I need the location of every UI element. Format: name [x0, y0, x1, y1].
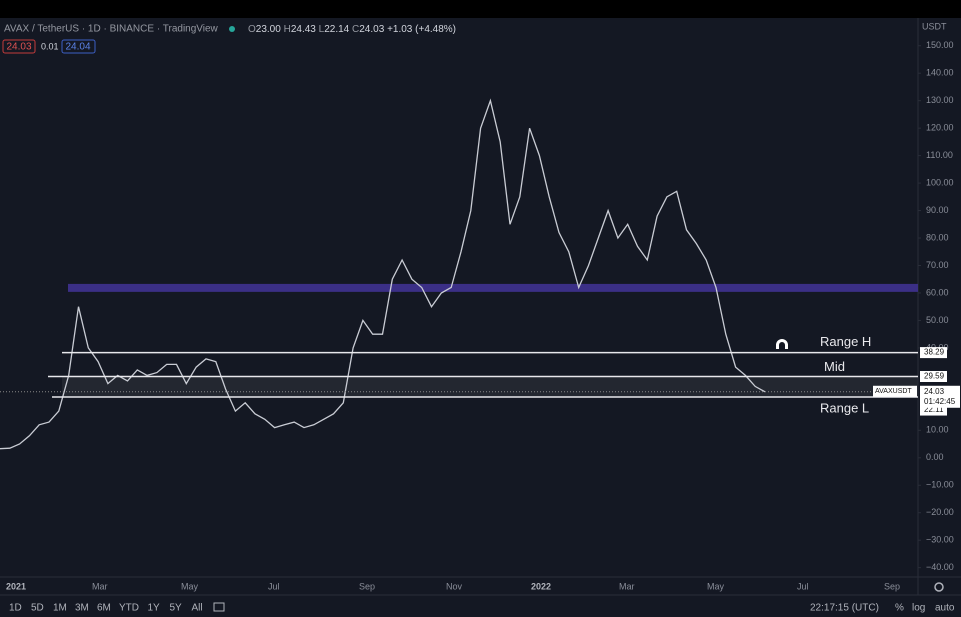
x-tick-label: Sep: [884, 581, 900, 591]
y-tick-label: 50.00: [926, 315, 949, 325]
x-tick-label: May: [181, 581, 199, 591]
range-button[interactable]: 1D: [9, 603, 22, 614]
y-tick-label: 60.00: [926, 287, 949, 297]
auto[interactable]: auto: [935, 603, 955, 614]
low: 22.14: [324, 24, 349, 35]
bid-box[interactable]: [2, 39, 36, 54]
x-tick-label: May: [707, 581, 725, 591]
clock: 22:17:15 (UTC): [810, 603, 879, 614]
range-button[interactable]: All: [192, 603, 203, 614]
x-tick-label: Jul: [797, 581, 809, 591]
x-tick-label: 2022: [531, 581, 551, 591]
ticker: AVAXUSDT: [875, 388, 912, 395]
range-band: [62, 376, 918, 398]
h-label: H: [284, 24, 291, 35]
level-name: Mid: [824, 359, 845, 374]
log[interactable]: log: [912, 603, 925, 614]
magnet-icon[interactable]: [776, 339, 788, 349]
open: 23.00: [256, 24, 281, 35]
close: 24.03: [359, 24, 384, 35]
c-label: C: [352, 24, 359, 35]
high: 24.43: [291, 24, 316, 35]
chart-bg: [0, 18, 961, 617]
x-tick-label: Nov: [446, 581, 463, 591]
change: +1.03 (+4.48%): [387, 24, 456, 35]
current-price: 24.03: [924, 387, 945, 396]
level-tag: [920, 371, 947, 383]
y-tick-label: 130.00: [926, 95, 954, 105]
status-dot: [229, 26, 235, 32]
price-line: [0, 98, 766, 450]
currency: USDT: [922, 21, 947, 31]
symbol: AVAX / TetherUS · 1D · BINANCE · Trading…: [4, 24, 219, 35]
range-button[interactable]: 3M: [75, 603, 89, 614]
range-button[interactable]: 1M: [53, 603, 67, 614]
plot: [0, 98, 918, 450]
y-tick-label: 140.00: [926, 68, 954, 78]
supply-zone: [68, 283, 918, 292]
y-tick-label: 100.00: [926, 177, 954, 187]
y-tick-label: −30.00: [926, 535, 954, 545]
range-button[interactable]: 5D: [31, 603, 44, 614]
level-name: Range H: [820, 334, 871, 349]
level-tag: [920, 404, 947, 416]
percent[interactable]: %: [895, 603, 904, 614]
y-tick-label: 70.00: [926, 260, 949, 270]
y-tick-label: 150.00: [926, 40, 954, 50]
y-tick-label: 10.00: [926, 425, 949, 435]
range-button[interactable]: 5Y: [170, 603, 183, 614]
y-tick-label: 110.00: [926, 150, 953, 160]
x-tick-label: Mar: [619, 581, 635, 591]
x-tick-label: Mar: [92, 581, 108, 591]
range-button[interactable]: YTD: [119, 603, 139, 614]
y-tick-label: 80.00: [926, 232, 949, 242]
level-tag-label: 22.11: [924, 405, 944, 414]
level-tag-label: 38.29: [924, 348, 945, 357]
range-button[interactable]: 6M: [97, 603, 111, 614]
date-range-icon[interactable]: [213, 602, 225, 612]
x-tick-label: 2021: [6, 581, 26, 591]
y-tick-label: −20.00: [926, 507, 954, 517]
spread: 0.01: [41, 41, 59, 51]
price-tag: [920, 385, 960, 408]
l-label: L: [319, 24, 325, 35]
countdown: 01:42:45: [924, 397, 956, 406]
x-tick-label: Jul: [268, 581, 280, 591]
settings-icon[interactable]: [934, 582, 944, 592]
y-tick-label: 0.00: [926, 452, 944, 462]
level-tag-label: 29.59: [924, 372, 945, 381]
x-tick-label: Sep: [359, 581, 375, 591]
ohlc: O23.00 H24.43 L22.14 C24.03 +1.03 (+4.48…: [248, 24, 456, 35]
y-tick-label: 90.00: [926, 205, 949, 215]
y-tick-label: −10.00: [926, 480, 954, 490]
o-label: O: [248, 24, 256, 35]
ask-box[interactable]: [61, 39, 96, 54]
y-tick-label: 120.00: [926, 123, 954, 133]
y-tick-label: −40.00: [926, 562, 954, 572]
ticker-tag: [873, 385, 917, 397]
level-tag: [920, 347, 947, 359]
range-button[interactable]: 1Y: [148, 603, 161, 614]
level-name: Range L: [820, 400, 869, 415]
bid: 24.03: [6, 42, 31, 53]
ask: 24.04: [65, 42, 90, 53]
